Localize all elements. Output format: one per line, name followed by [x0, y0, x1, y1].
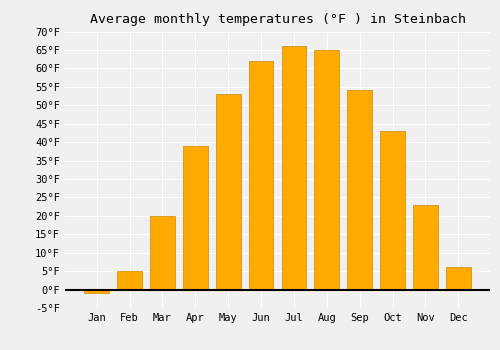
Bar: [150, 216, 174, 289]
Bar: [183, 146, 208, 289]
Bar: [413, 205, 438, 289]
Bar: [314, 50, 339, 289]
Title: Average monthly temperatures (°F ) in Steinbach: Average monthly temperatures (°F ) in St…: [90, 13, 466, 26]
Bar: [84, 289, 109, 293]
Bar: [216, 94, 240, 289]
Bar: [117, 271, 142, 289]
Bar: [446, 267, 470, 289]
Bar: [248, 61, 274, 289]
Bar: [282, 46, 306, 289]
Bar: [380, 131, 405, 289]
Bar: [348, 91, 372, 289]
